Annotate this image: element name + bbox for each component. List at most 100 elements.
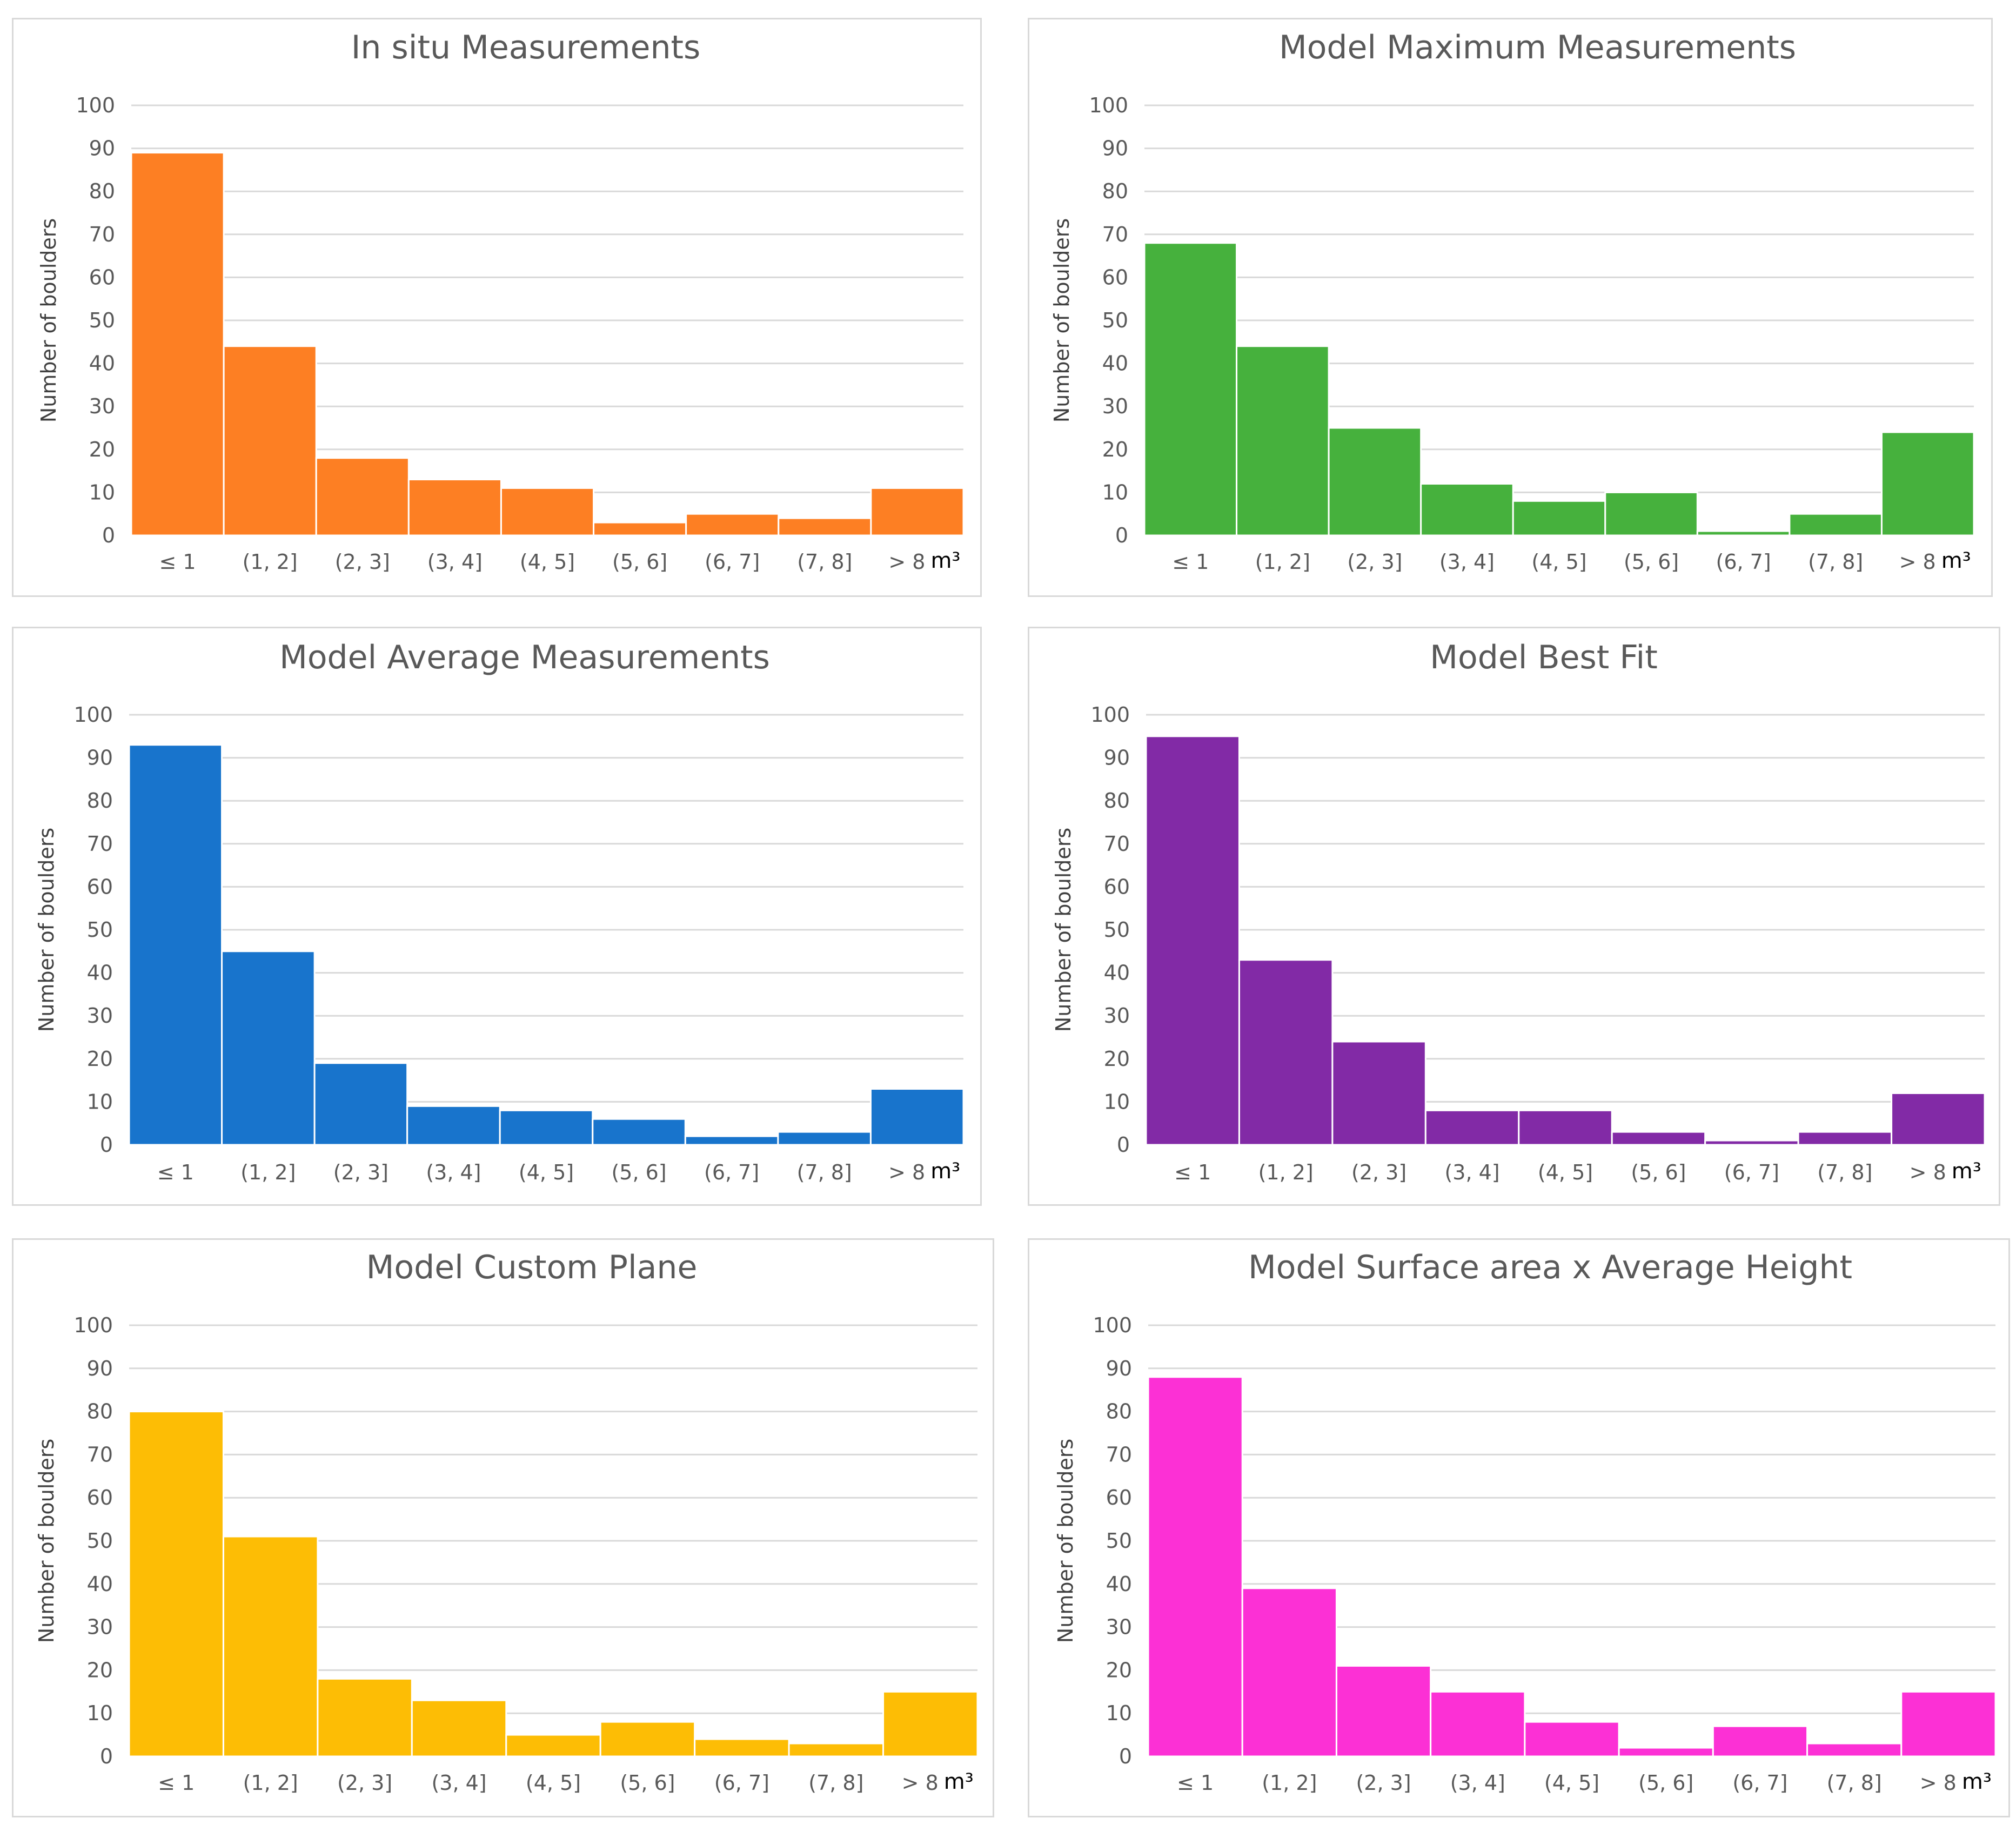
bar <box>1145 735 1240 1146</box>
bar <box>684 1135 779 1146</box>
y-tick-label: 30 <box>1102 394 1128 418</box>
y-tick-label: 50 <box>89 308 115 332</box>
bar <box>869 1088 965 1146</box>
bar <box>694 1738 790 1757</box>
y-tick-label: 20 <box>87 1658 113 1682</box>
y-tick-label: 100 <box>1089 93 1128 117</box>
bar <box>130 152 225 536</box>
y-tick-label: 90 <box>89 137 115 160</box>
bar <box>315 457 410 536</box>
bar <box>1236 345 1330 536</box>
y-tick-label: 90 <box>1106 1357 1132 1380</box>
chart-title: Model Average Measurements <box>279 639 770 676</box>
y-tick-label: 40 <box>89 352 115 375</box>
x-tick-label: (3, 4] <box>1450 1771 1505 1795</box>
y-tick-label: 0 <box>1115 524 1128 547</box>
chart-panel-6: Model Surface area x Average Height 0 10 20… <box>1028 1238 2010 1817</box>
x-tick-label: (6, 7] <box>704 1160 759 1184</box>
y-tick-label: 70 <box>1106 1442 1132 1466</box>
bar <box>1524 1721 1620 1757</box>
bar <box>128 744 223 1146</box>
y-tick-label: 70 <box>89 223 115 246</box>
x-tick-label: ≤ 1 <box>1174 1160 1211 1184</box>
y-tick-label: 70 <box>87 832 113 856</box>
y-tick-label: 70 <box>1102 223 1128 246</box>
y-tick-label: 20 <box>87 1047 113 1071</box>
x-tick-label: (7, 8] <box>797 1160 852 1184</box>
x-tick-label: (6, 7] <box>1724 1160 1779 1184</box>
x-tick-label: (7, 8] <box>1808 550 1863 574</box>
x-tick-label: (1, 2] <box>243 550 298 574</box>
bar <box>870 487 965 536</box>
chart-panel-5: Model Custom Plane 0 10 20 30 40 50 60 70 80 90 100… <box>12 1238 994 1817</box>
y-tick-label: 0 <box>100 1133 113 1157</box>
bar <box>221 950 316 1146</box>
y-tick-label: 20 <box>1104 1047 1130 1071</box>
y-axis-label: Number of boulders <box>35 828 58 1032</box>
bar <box>1789 513 1883 536</box>
chart-title: In situ Measurements <box>351 29 701 66</box>
x-tick-label: (2, 3] <box>335 550 390 574</box>
x-tick-label: (3, 4] <box>427 550 483 574</box>
bar <box>1611 1131 1706 1146</box>
x-tick-label: (1, 2] <box>1262 1771 1317 1795</box>
unit-label: m³ <box>1952 1159 1981 1184</box>
bar <box>1618 1747 1714 1757</box>
chart-svg: Model Best Fit 0 10 20 30 40 50 60 70 80 90 100 Numb… <box>1051 639 1986 1184</box>
bar <box>222 1535 319 1757</box>
y-axis-label: Number of boulders <box>37 218 61 422</box>
y-tick-label: 50 <box>1102 308 1128 332</box>
y-tick-label: 10 <box>1102 480 1128 504</box>
bar <box>1420 482 1514 536</box>
y-tick-label: 40 <box>87 1572 113 1596</box>
y-tick-label: 60 <box>89 265 115 289</box>
y-axis-label: Number of boulders <box>1054 1439 1077 1643</box>
y-tick-label: 100 <box>1090 703 1130 727</box>
y-tick-label: 20 <box>89 438 115 461</box>
bar <box>411 1699 507 1757</box>
y-tick-label: 40 <box>87 961 113 985</box>
unit-label: m³ <box>930 548 960 573</box>
y-tick-label: 70 <box>1104 832 1130 856</box>
y-tick-label: 10 <box>87 1701 113 1725</box>
x-tick-label: (4, 5] <box>520 550 575 574</box>
bar <box>1704 1139 1799 1146</box>
x-tick-label: (6, 7] <box>1732 1771 1787 1795</box>
x-tick-label: ≤ 1 <box>159 550 196 574</box>
bar <box>223 345 317 536</box>
unit-label: m³ <box>944 1769 974 1794</box>
bar <box>592 1118 686 1146</box>
y-tick-label: 50 <box>1106 1529 1132 1553</box>
bar <box>1424 1109 1520 1146</box>
unit-label: m³ <box>1962 1769 1992 1794</box>
chart-panel-3: Model Average Measurements 0 10 20 30 40 50 60 7… <box>12 627 982 1206</box>
bar <box>1806 1742 1903 1757</box>
chart-panel-1: In situ Measurements 0 10 20 30 40 50 60 70 80 90 1… <box>12 18 982 597</box>
y-tick-label: 30 <box>87 1004 113 1028</box>
bar <box>1143 242 1238 536</box>
y-tick-label: 30 <box>87 1615 113 1639</box>
x-tick-label: ≤ 1 <box>157 1160 194 1184</box>
x-tick-label: (3, 4] <box>1444 1160 1499 1184</box>
y-tick-label: 80 <box>1104 789 1130 813</box>
x-tick-label: (1, 2] <box>1258 1160 1314 1184</box>
x-tick-label: (6, 7] <box>1716 550 1771 574</box>
x-tick-label: (2, 3] <box>1351 1160 1406 1184</box>
bar <box>599 1721 696 1757</box>
y-tick-label: 40 <box>1104 961 1130 985</box>
y-tick-label: 20 <box>1106 1658 1132 1682</box>
x-tick-label: (1, 2] <box>240 1160 296 1184</box>
y-tick-label: 60 <box>1104 875 1130 898</box>
bar <box>317 1678 413 1757</box>
x-tick-label: > 8 <box>888 1160 925 1184</box>
x-tick-label: (4, 5] <box>526 1771 581 1795</box>
y-tick-label: 60 <box>87 1486 113 1509</box>
bar <box>313 1062 408 1146</box>
bar <box>1335 1665 1432 1757</box>
x-tick-label: > 8 <box>1910 1160 1946 1184</box>
unit-label: m³ <box>1941 548 1971 573</box>
bar <box>1147 1376 1243 1757</box>
y-tick-label: 60 <box>1106 1486 1132 1509</box>
bar <box>882 1690 979 1757</box>
chart-svg: In situ Measurements 0 10 20 30 40 50 60 70 80 90 1… <box>37 29 965 574</box>
